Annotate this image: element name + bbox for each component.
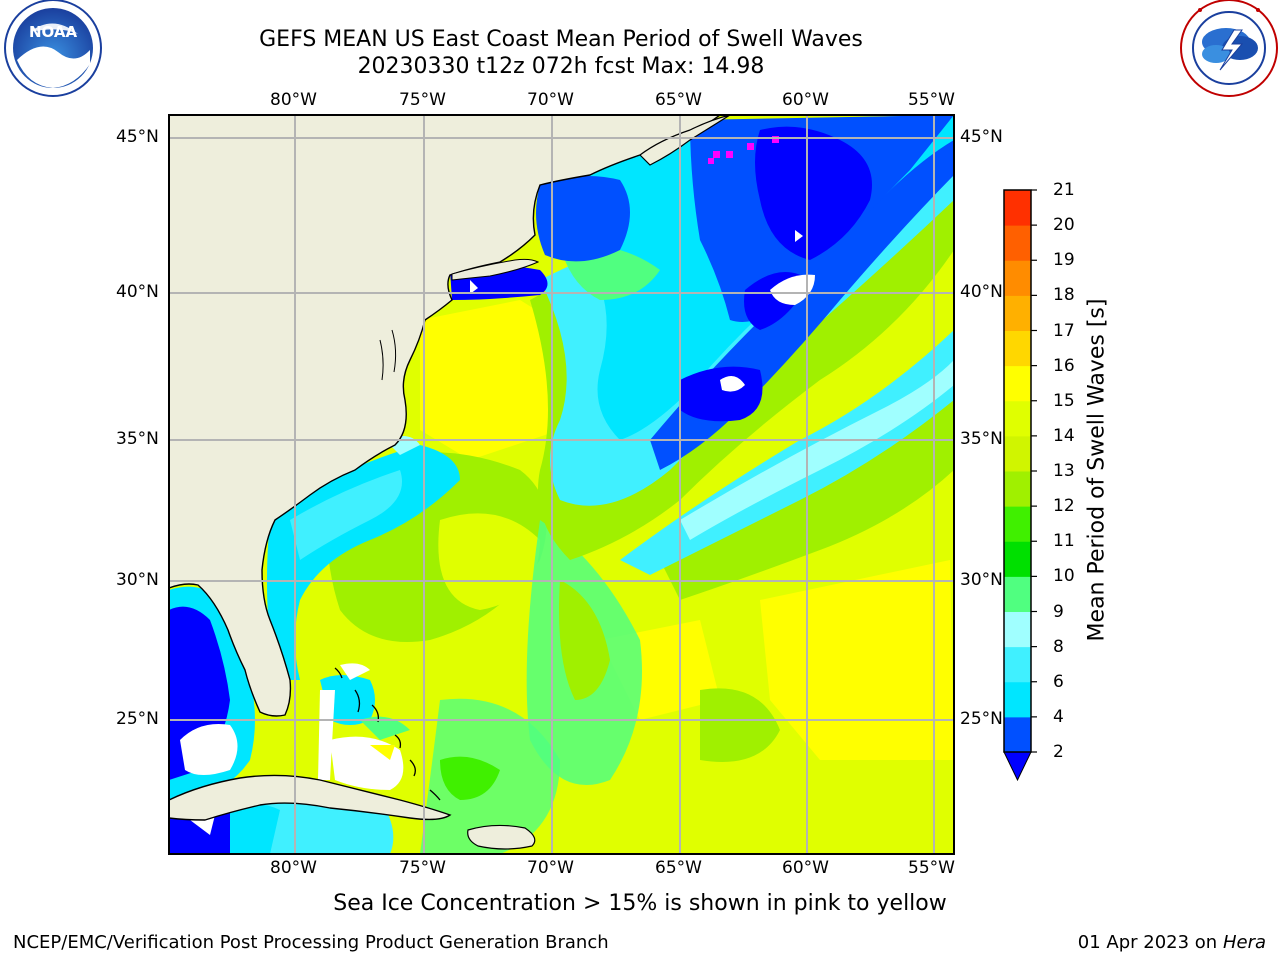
colorbar-segment xyxy=(1004,225,1031,261)
colorbar-tick-label: 11 xyxy=(1053,531,1075,552)
sea-ice-note: Sea Ice Concentration > 15% is shown in … xyxy=(333,891,947,916)
lat-label-right: 45°N xyxy=(960,127,1003,147)
colorbar-tick-label: 21 xyxy=(1053,180,1075,200)
colorbar-segment xyxy=(1004,611,1031,648)
lat-label-right: 40°N xyxy=(960,282,1003,302)
colorbar-label: Mean Period of Swell Waves [s] xyxy=(1084,298,1110,642)
lat-label-left: 45°N xyxy=(116,127,159,147)
colorbar-segment xyxy=(1004,400,1031,437)
lon-label-bottom: 80°W xyxy=(270,858,317,878)
colorbar-tick-label: 8 xyxy=(1053,636,1064,657)
colorbar-tick-label: 20 xyxy=(1053,215,1075,236)
colorbar-segment xyxy=(1004,681,1031,718)
colorbar-segment xyxy=(1004,260,1031,296)
noaa-logo-text: NOAA xyxy=(29,23,78,41)
colorbar-segment xyxy=(1004,330,1031,367)
colorbar-under-extension xyxy=(1003,751,1032,782)
colorbar-tick-label: 4 xyxy=(1053,706,1064,727)
colorbar-tick-label: 14 xyxy=(1053,425,1075,446)
lat-label-left: 25°N xyxy=(116,709,159,729)
map-gridlines xyxy=(169,115,954,854)
lon-label-top: 55°W xyxy=(908,90,955,110)
lon-label-bottom: 55°W xyxy=(908,858,955,878)
colorbar-tick-label: 15 xyxy=(1053,390,1075,411)
colorbar-segment xyxy=(1004,365,1031,402)
lon-label-top: 75°W xyxy=(399,90,446,110)
noaa-logo: NOAA xyxy=(4,0,102,97)
lat-label-left: 30°N xyxy=(116,570,159,590)
colorbar-tick-label: 6 xyxy=(1053,671,1064,692)
lat-label-right: 35°N xyxy=(960,429,1003,449)
lon-label-bottom: 65°W xyxy=(655,858,702,878)
footer-machine: Hera xyxy=(1222,932,1266,953)
colorbar-tick-label: 12 xyxy=(1053,496,1075,517)
land-north-america xyxy=(169,115,722,717)
colorbar-tick-label: 17 xyxy=(1053,320,1075,341)
colorbar-segment xyxy=(1004,576,1031,612)
footer-date: 01 Apr 2023 on Hera xyxy=(1078,932,1266,953)
colorbar-segment xyxy=(1004,295,1031,331)
lat-label-left: 35°N xyxy=(116,429,159,449)
lon-label-top: 60°W xyxy=(782,90,829,110)
swell-period-field xyxy=(169,115,954,854)
lon-label-bottom: 70°W xyxy=(527,858,574,878)
colorbar-tick-label: 2 xyxy=(1053,742,1064,762)
colorbar-tick-label: 9 xyxy=(1053,601,1064,622)
colorbar-segment xyxy=(1004,646,1031,683)
colorbar-segment xyxy=(1004,506,1031,542)
colorbar-segment xyxy=(1004,541,1031,577)
colorbar-tick-label: 13 xyxy=(1053,461,1075,481)
colorbar-tick-label: 10 xyxy=(1053,566,1075,587)
lon-label-top: 80°W xyxy=(270,90,317,110)
colorbar xyxy=(1003,189,1037,782)
colorbar-tick-label: 19 xyxy=(1053,250,1075,271)
colorbar-tick-label: 18 xyxy=(1053,285,1075,306)
nws-logo xyxy=(1180,0,1278,97)
lon-label-top: 65°W xyxy=(655,90,702,110)
land-cuba xyxy=(169,774,452,821)
map-frame xyxy=(168,114,955,855)
colorbar-tick-label: 16 xyxy=(1053,355,1075,376)
lon-label-top: 70°W xyxy=(527,90,574,110)
colorbar-segment xyxy=(1004,716,1031,753)
colorbar-segment xyxy=(1004,471,1031,507)
footer-date-text: 01 Apr 2023 on xyxy=(1077,932,1223,953)
lon-label-bottom: 75°W xyxy=(399,858,446,878)
colorbar-segment xyxy=(1004,435,1031,472)
lon-label-bottom: 60°W xyxy=(782,858,829,878)
lat-label-right: 25°N xyxy=(960,709,1003,729)
colorbar-segment xyxy=(1004,190,1031,226)
lat-label-right: 30°N xyxy=(960,570,1003,590)
footer-credit: NCEP/EMC/Verification Post Processing Pr… xyxy=(13,932,609,953)
lat-label-left: 40°N xyxy=(116,282,159,302)
chart-subtitle: 20230330 t12z 072h fcst Max: 14.98 xyxy=(357,54,765,79)
chart-title: GEFS MEAN US East Coast Mean Period of S… xyxy=(259,27,863,52)
